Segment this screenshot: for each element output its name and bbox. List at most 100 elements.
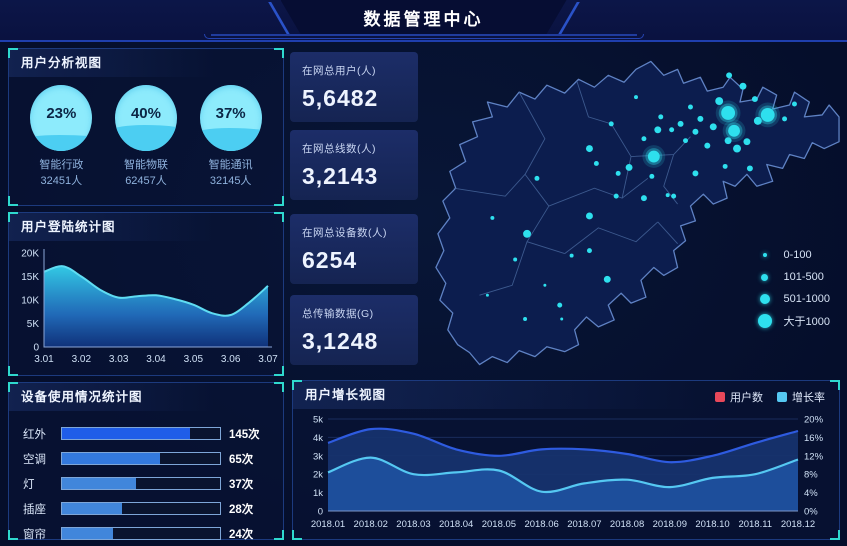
map-bubble bbox=[792, 101, 797, 107]
map-outline bbox=[435, 60, 840, 366]
map-bubble bbox=[677, 120, 684, 127]
login-area-line bbox=[43, 265, 269, 317]
map-bubble bbox=[641, 136, 647, 142]
map-bubble bbox=[692, 128, 699, 135]
map-bubble bbox=[692, 170, 699, 177]
map-bubble bbox=[647, 150, 660, 163]
panel-title-user-analysis: 用户分析视图 bbox=[9, 49, 283, 77]
map-bubble bbox=[753, 116, 762, 125]
corner-bracket bbox=[274, 196, 284, 206]
map-bubble bbox=[585, 212, 593, 220]
panel-title-user-growth: 用户增长视图 bbox=[293, 381, 839, 409]
map-legend-label: 501-1000 bbox=[783, 293, 831, 305]
gauge-label: 智能通讯 32145人 bbox=[191, 158, 271, 190]
legend-dot-icon bbox=[762, 253, 767, 257]
map-legend: 0-100 101-500 501-1000 大于1000 bbox=[756, 244, 831, 332]
panel-title-login-stats: 用户登陆统计图 bbox=[9, 213, 283, 241]
map-bubble bbox=[608, 121, 614, 127]
map-bubble bbox=[671, 193, 677, 199]
growth-x-tick: 2018.10 bbox=[695, 519, 729, 530]
growth-right-tick: 8% bbox=[804, 470, 818, 481]
map-bubble bbox=[634, 95, 638, 100]
map-bubble bbox=[746, 165, 753, 172]
map-legend-label: 101-500 bbox=[783, 271, 824, 283]
growth-right-tick: 16% bbox=[804, 433, 824, 444]
device-bar-track bbox=[61, 477, 221, 490]
panel-title-device-usage: 设备使用情况统计图 bbox=[9, 383, 283, 411]
growth-right-tick: 12% bbox=[804, 451, 824, 462]
growth-x-tick: 2018.12 bbox=[781, 519, 815, 530]
corner-bracket bbox=[8, 48, 18, 58]
panel-login-stats: 用户登陆统计图 0 5K 10K 15K 20K 3.01 3.02 3.03 3.04 3.05… bbox=[8, 212, 284, 376]
device-bar-row: 灯 37次 bbox=[23, 471, 269, 496]
gauge-circle: 23% bbox=[30, 85, 93, 151]
gauge-label: 智能物联 62457人 bbox=[106, 158, 186, 190]
login-area-chart: 0 5K 10K 15K 20K 3.01 3.02 3.03 3.04 3.05 3.06 3.07 bbox=[21, 249, 278, 366]
map-bubble bbox=[728, 124, 740, 137]
liquid-gauge: 37% 智能通讯 32145人 bbox=[191, 85, 271, 190]
device-bar-value: 24次 bbox=[229, 528, 254, 541]
map-legend-row[interactable]: 0-100 bbox=[756, 244, 831, 266]
gauge-row: 23% 智能行政 32451人 40% 智能物联 62457人 37% 智能通讯 32145人 bbox=[9, 77, 283, 190]
legend-item-users[interactable]: 用户数 bbox=[715, 389, 763, 405]
growth-left-tick: 2k bbox=[313, 470, 323, 481]
header-bar: 数据管理中心 bbox=[0, 0, 847, 42]
map-bubble bbox=[586, 248, 592, 254]
login-x-tick: 3.04 bbox=[146, 354, 166, 365]
device-bar-track bbox=[61, 527, 221, 540]
gauge-count: 32451人 bbox=[40, 174, 83, 187]
device-bar-fill bbox=[62, 528, 113, 539]
gauge-percent: 37% bbox=[215, 105, 246, 122]
device-bar-label: 灯 bbox=[23, 478, 35, 491]
stat-card-total-users: 在网总用户(人) 5,6482 bbox=[290, 52, 418, 122]
growth-rate-line bbox=[327, 456, 799, 494]
gauge-count: 32145人 bbox=[209, 174, 252, 187]
map-legend-label: 0-100 bbox=[783, 249, 812, 261]
panel-user-analysis: 用户分析视图 23% 智能行政 32451人 40% 智能物联 62457人 37% 智能通讯… bbox=[8, 48, 284, 206]
login-y-tick: 10K bbox=[21, 296, 39, 307]
map-bubble bbox=[593, 160, 599, 166]
map-legend-row[interactable]: 大于1000 bbox=[756, 310, 831, 332]
gauge-circle: 37% bbox=[199, 85, 262, 151]
map-bubbles bbox=[485, 72, 797, 321]
map-bubble bbox=[726, 72, 733, 79]
corner-bracket bbox=[274, 48, 284, 58]
map-bubble bbox=[697, 115, 704, 122]
corner-bracket bbox=[830, 380, 840, 390]
device-bar-value: 65次 bbox=[229, 453, 254, 466]
corner-bracket bbox=[274, 366, 284, 376]
map-bubble bbox=[782, 116, 788, 122]
map-bubble bbox=[654, 126, 662, 134]
gauge-wave bbox=[199, 127, 262, 151]
map-bubble bbox=[603, 275, 611, 283]
gauge-wave bbox=[30, 135, 93, 151]
legend-label-growth-rate: 增长率 bbox=[792, 392, 825, 404]
corner-bracket bbox=[8, 212, 18, 222]
corner-bracket bbox=[274, 530, 284, 540]
growth-x-tick: 2018.08 bbox=[610, 519, 644, 530]
map-legend-row[interactable]: 101-500 bbox=[756, 266, 831, 288]
map-legend-row[interactable]: 501-1000 bbox=[756, 288, 831, 310]
region-map: 0-100 101-500 501-1000 大于1000 bbox=[428, 46, 844, 376]
growth-left-tick: 3k bbox=[313, 451, 323, 462]
device-bar-row: 红外 145次 bbox=[23, 421, 269, 446]
login-x-tick: 3.07 bbox=[258, 354, 278, 365]
device-bar-track bbox=[61, 452, 221, 465]
growth-chart-legend: 用户数 增长率 bbox=[715, 389, 825, 405]
map-bubble bbox=[523, 229, 532, 238]
growth-x-tick: 2018.11 bbox=[738, 519, 772, 530]
growth-rate-area-fill bbox=[328, 457, 798, 511]
map-bubble bbox=[665, 193, 670, 198]
gauge-percent: 40% bbox=[130, 105, 161, 122]
device-bar-fill bbox=[62, 478, 137, 489]
gauge-category: 智能物联 bbox=[123, 159, 168, 171]
map-bubble bbox=[649, 173, 655, 179]
growth-left-tick: 5k bbox=[313, 415, 323, 426]
legend-item-growth-rate[interactable]: 增长率 bbox=[777, 389, 825, 405]
map-legend-label: 大于1000 bbox=[783, 316, 830, 328]
gauge-count: 62457人 bbox=[125, 174, 167, 187]
device-bar-fill bbox=[62, 428, 190, 439]
login-x-tick: 3.01 bbox=[34, 354, 54, 365]
map-bubble bbox=[543, 283, 547, 287]
map-bubble bbox=[688, 104, 693, 110]
